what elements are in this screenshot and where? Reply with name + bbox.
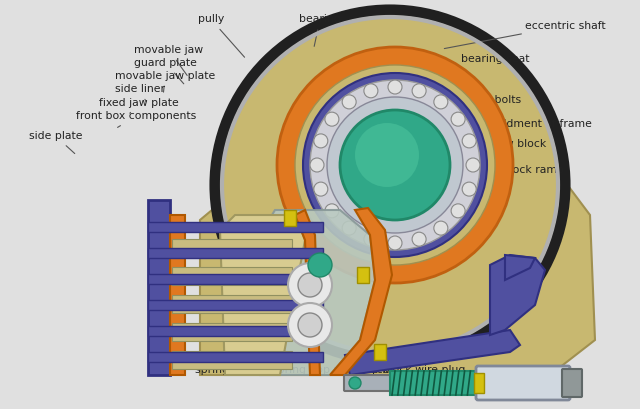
Circle shape [303, 73, 487, 257]
Circle shape [388, 236, 402, 250]
Circle shape [340, 110, 450, 220]
Circle shape [364, 232, 378, 246]
Circle shape [364, 84, 378, 98]
Circle shape [451, 112, 465, 126]
Text: pully: pully [198, 14, 244, 57]
Text: spring rod: spring rod [195, 351, 250, 375]
Text: eccentric shaft: eccentric shaft [444, 20, 605, 49]
Text: fix adjusted skew block: fix adjusted skew block [412, 139, 547, 153]
Circle shape [298, 313, 322, 337]
Text: back box weldment of frame: back box weldment of frame [419, 119, 592, 134]
FancyBboxPatch shape [148, 222, 323, 232]
Text: front box components: front box components [76, 111, 196, 127]
Circle shape [215, 10, 565, 360]
Polygon shape [330, 208, 392, 375]
FancyBboxPatch shape [172, 323, 292, 341]
Circle shape [434, 95, 448, 109]
Circle shape [462, 182, 476, 196]
Text: bracket: bracket [383, 190, 463, 208]
Circle shape [349, 377, 361, 389]
Text: movable jaw plate: movable jaw plate [115, 70, 216, 92]
Text: movable jaw: movable jaw [134, 45, 204, 75]
Circle shape [388, 80, 402, 94]
Circle shape [342, 95, 356, 109]
FancyBboxPatch shape [344, 375, 566, 391]
FancyBboxPatch shape [172, 267, 292, 285]
Polygon shape [505, 255, 535, 280]
Circle shape [310, 80, 480, 250]
Circle shape [342, 221, 356, 235]
Text: bearing: bearing [299, 14, 341, 46]
Text: side liner: side liner [115, 84, 165, 102]
Circle shape [327, 97, 463, 233]
Circle shape [451, 204, 465, 218]
FancyBboxPatch shape [148, 248, 323, 258]
FancyBboxPatch shape [148, 326, 323, 336]
Circle shape [308, 253, 332, 277]
Circle shape [288, 263, 332, 307]
Circle shape [325, 204, 339, 218]
Text: jaw rod bolts: jaw rod bolts [419, 95, 522, 111]
Polygon shape [255, 210, 375, 375]
Circle shape [412, 232, 426, 246]
Polygon shape [170, 215, 185, 375]
FancyBboxPatch shape [172, 295, 292, 313]
Text: fixed jaw plate: fixed jaw plate [99, 97, 179, 113]
Polygon shape [345, 330, 520, 375]
Text: slide lock lever: slide lock lever [409, 151, 501, 164]
Circle shape [325, 112, 339, 126]
Polygon shape [220, 215, 305, 375]
FancyBboxPatch shape [172, 239, 292, 257]
FancyBboxPatch shape [172, 351, 292, 369]
FancyBboxPatch shape [148, 200, 170, 375]
FancyBboxPatch shape [357, 267, 369, 283]
Circle shape [288, 303, 332, 347]
Circle shape [355, 123, 419, 187]
Circle shape [462, 134, 476, 148]
Circle shape [314, 182, 328, 196]
FancyBboxPatch shape [562, 369, 582, 397]
Text: bearing seat: bearing seat [425, 54, 529, 73]
FancyBboxPatch shape [474, 373, 484, 393]
FancyBboxPatch shape [148, 274, 323, 284]
FancyBboxPatch shape [148, 352, 323, 362]
Text: top block wire plug: top block wire plug [360, 351, 465, 375]
FancyBboxPatch shape [148, 300, 323, 310]
FancyBboxPatch shape [374, 344, 386, 360]
Text: guard plate: guard plate [134, 58, 197, 84]
Text: side plate: side plate [29, 131, 83, 153]
Text: bracket seat: bracket seat [409, 177, 487, 190]
Circle shape [298, 273, 322, 297]
Polygon shape [295, 210, 320, 375]
Polygon shape [200, 155, 595, 375]
Circle shape [310, 158, 324, 172]
Circle shape [295, 65, 495, 265]
Circle shape [277, 47, 513, 283]
Circle shape [466, 158, 480, 172]
FancyBboxPatch shape [284, 210, 296, 226]
Circle shape [412, 84, 426, 98]
Text: spring: spring [272, 353, 307, 375]
Polygon shape [490, 255, 545, 335]
Circle shape [314, 134, 328, 148]
Text: adjusted sliding block ramp: adjusted sliding block ramp [406, 164, 564, 176]
Text: top wire block: top wire block [312, 351, 389, 375]
FancyBboxPatch shape [476, 366, 570, 400]
Circle shape [434, 221, 448, 235]
FancyBboxPatch shape [390, 371, 475, 395]
